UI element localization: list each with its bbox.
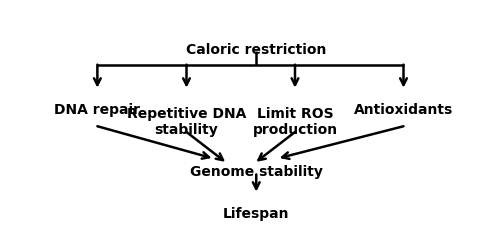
Text: Lifespan: Lifespan [223, 207, 290, 221]
Text: Caloric restriction: Caloric restriction [186, 44, 326, 58]
Text: DNA repair: DNA repair [54, 103, 140, 117]
Text: Genome stability: Genome stability [190, 165, 322, 179]
Text: Antioxidants: Antioxidants [354, 103, 453, 117]
Text: Repetitive DNA
stability: Repetitive DNA stability [127, 107, 246, 137]
Text: Limit ROS
production: Limit ROS production [252, 107, 338, 137]
